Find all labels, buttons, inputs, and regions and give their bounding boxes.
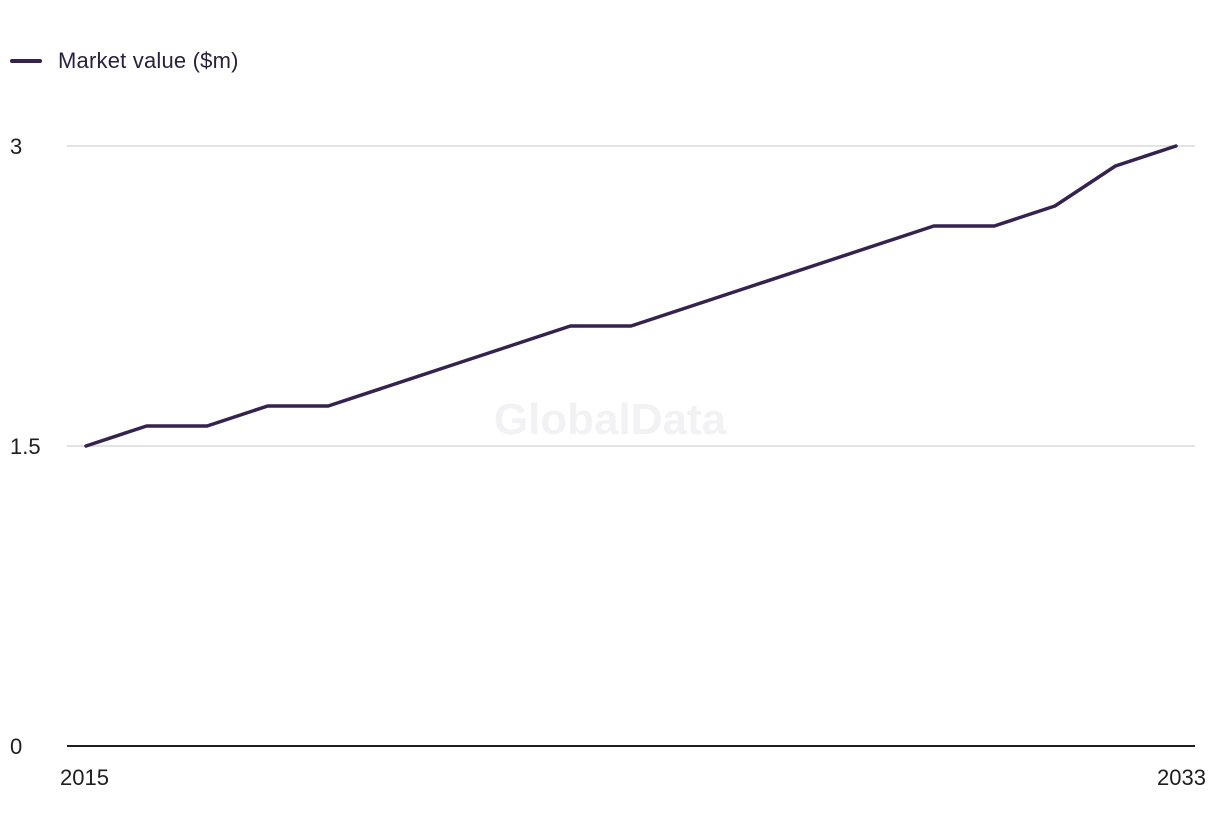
y-tick-label: 0 bbox=[10, 734, 22, 759]
legend-label: Market value ($m) bbox=[58, 48, 239, 73]
y-tick-label: 3 bbox=[10, 134, 22, 159]
watermark: GlobalData bbox=[494, 395, 727, 444]
x-tick-label: 2015 bbox=[60, 765, 109, 790]
series-line bbox=[84, 144, 1178, 448]
y-tick-label: 1.5 bbox=[10, 434, 41, 459]
legend-swatch bbox=[10, 59, 42, 63]
legend: Market value ($m) bbox=[10, 46, 239, 76]
x-tick-label: 2033 bbox=[1157, 765, 1206, 790]
